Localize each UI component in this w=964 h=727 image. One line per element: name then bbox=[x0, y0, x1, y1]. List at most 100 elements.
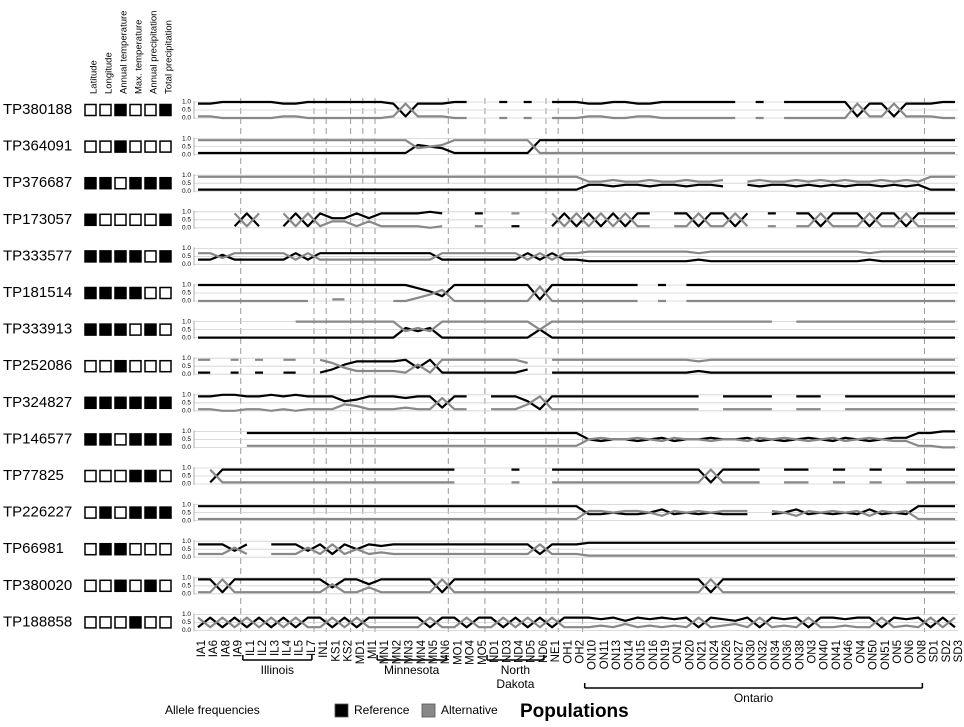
x-tick-label: ND6 bbox=[538, 640, 550, 663]
snp-label: TP66981 bbox=[3, 540, 64, 557]
y-tick-label: 0.5 bbox=[182, 290, 191, 297]
association-square bbox=[114, 213, 127, 227]
association-square bbox=[144, 323, 157, 336]
association-square bbox=[84, 140, 97, 153]
x-tick-label: MN5 bbox=[428, 640, 440, 664]
x-tick-label: IL2 bbox=[257, 640, 269, 656]
y-tick-label: 0.5 bbox=[182, 180, 191, 187]
association-square bbox=[144, 469, 157, 483]
association-square bbox=[159, 359, 172, 373]
x-tick-label: ND3 bbox=[501, 640, 513, 663]
association-square bbox=[114, 286, 127, 300]
x-tick-label: ON27 bbox=[733, 640, 745, 670]
snp-label: TP380020 bbox=[3, 577, 72, 594]
association-square bbox=[99, 103, 112, 117]
x-tick-label: IA1 bbox=[196, 640, 208, 657]
association-square bbox=[114, 506, 127, 519]
x-tick-label: ON30 bbox=[745, 640, 757, 670]
y-tick-label: 1.0 bbox=[182, 538, 191, 545]
x-tick-label: ON8 bbox=[916, 640, 928, 664]
y-tick-label: 0.0 bbox=[182, 188, 191, 195]
group-label: North Dakota bbox=[496, 663, 535, 691]
x-tick-label: MN2 bbox=[391, 640, 403, 664]
x-tick-label: IL1 bbox=[245, 640, 257, 656]
y-tick-label: 1.0 bbox=[182, 501, 191, 508]
y-tick-label: 1.0 bbox=[182, 245, 191, 252]
x-tick-label: ON21 bbox=[697, 640, 709, 670]
association-square bbox=[99, 396, 112, 410]
snp-label: TP333577 bbox=[3, 247, 72, 264]
x-tick-label: NE1 bbox=[550, 640, 562, 662]
association-square bbox=[84, 469, 97, 483]
x-tick-label: SD2 bbox=[941, 640, 953, 662]
variable-label: Annual temperature bbox=[119, 11, 130, 94]
variable-label: Latitude bbox=[89, 60, 100, 94]
association-square bbox=[159, 616, 172, 629]
y-tick-label: 0.0 bbox=[182, 298, 191, 305]
x-tick-label: MO1 bbox=[452, 640, 464, 665]
association-square bbox=[99, 323, 112, 336]
association-square bbox=[99, 469, 112, 483]
allele-line bbox=[198, 100, 955, 118]
association-square bbox=[144, 286, 157, 300]
y-tick-label: 0.0 bbox=[182, 591, 191, 598]
x-tick-label: OH2 bbox=[575, 640, 587, 664]
group-label: Ontario bbox=[733, 691, 774, 705]
allele-line bbox=[198, 252, 955, 263]
allele-line bbox=[197, 616, 956, 629]
x-tick-label: ON50 bbox=[868, 640, 880, 670]
x-tick-label: IN1 bbox=[318, 640, 330, 658]
association-square bbox=[84, 103, 97, 117]
snp-label: TP252086 bbox=[3, 357, 72, 374]
allele-line bbox=[198, 250, 955, 261]
association-square bbox=[99, 286, 112, 300]
allele-line bbox=[198, 543, 955, 557]
association-square bbox=[159, 323, 172, 336]
allele-line bbox=[198, 358, 955, 374]
snp-label: TP146577 bbox=[3, 430, 72, 447]
association-square bbox=[129, 433, 142, 446]
variable-label: Longitude bbox=[104, 52, 115, 94]
association-square bbox=[159, 469, 172, 483]
y-tick-label: 0.5 bbox=[182, 436, 191, 443]
x-tick-label: IL7 bbox=[306, 640, 318, 656]
allele-line bbox=[198, 395, 955, 412]
association-square bbox=[159, 506, 172, 519]
allele-line bbox=[198, 285, 955, 303]
association-square bbox=[129, 213, 142, 227]
y-tick-label: 1.0 bbox=[182, 428, 191, 435]
x-tick-label: ON38 bbox=[794, 640, 806, 670]
association-square bbox=[159, 433, 172, 446]
association-square bbox=[114, 433, 127, 446]
x-tick-label: ON15 bbox=[636, 640, 648, 670]
x-tick-label: ON14 bbox=[623, 639, 635, 670]
association-square bbox=[99, 616, 112, 629]
association-square bbox=[84, 616, 97, 629]
association-square bbox=[84, 506, 97, 519]
association-square bbox=[99, 359, 112, 373]
association-square bbox=[144, 213, 157, 227]
association-square bbox=[159, 396, 172, 410]
legend-title: Allele frequencies bbox=[165, 703, 260, 717]
legend-swatch bbox=[334, 703, 349, 718]
association-square bbox=[114, 250, 127, 263]
y-tick-label: 0.0 bbox=[182, 225, 191, 232]
legend-label: Alternative bbox=[441, 703, 498, 717]
association-square bbox=[129, 506, 142, 519]
association-square bbox=[144, 396, 157, 410]
y-tick-label: 0.5 bbox=[182, 473, 191, 480]
allele-line bbox=[198, 326, 955, 339]
allele-line bbox=[198, 183, 955, 191]
y-tick-label: 1.0 bbox=[182, 575, 191, 582]
x-tick-label: IA8 bbox=[220, 640, 232, 657]
y-tick-label: 0.5 bbox=[182, 619, 191, 626]
association-square bbox=[159, 176, 172, 190]
association-square bbox=[129, 469, 142, 483]
association-square bbox=[144, 616, 157, 629]
association-square bbox=[129, 616, 142, 629]
association-square bbox=[84, 213, 97, 227]
x-tick-label: OH1 bbox=[562, 640, 574, 664]
allele-line bbox=[209, 468, 955, 484]
association-square bbox=[84, 542, 97, 556]
